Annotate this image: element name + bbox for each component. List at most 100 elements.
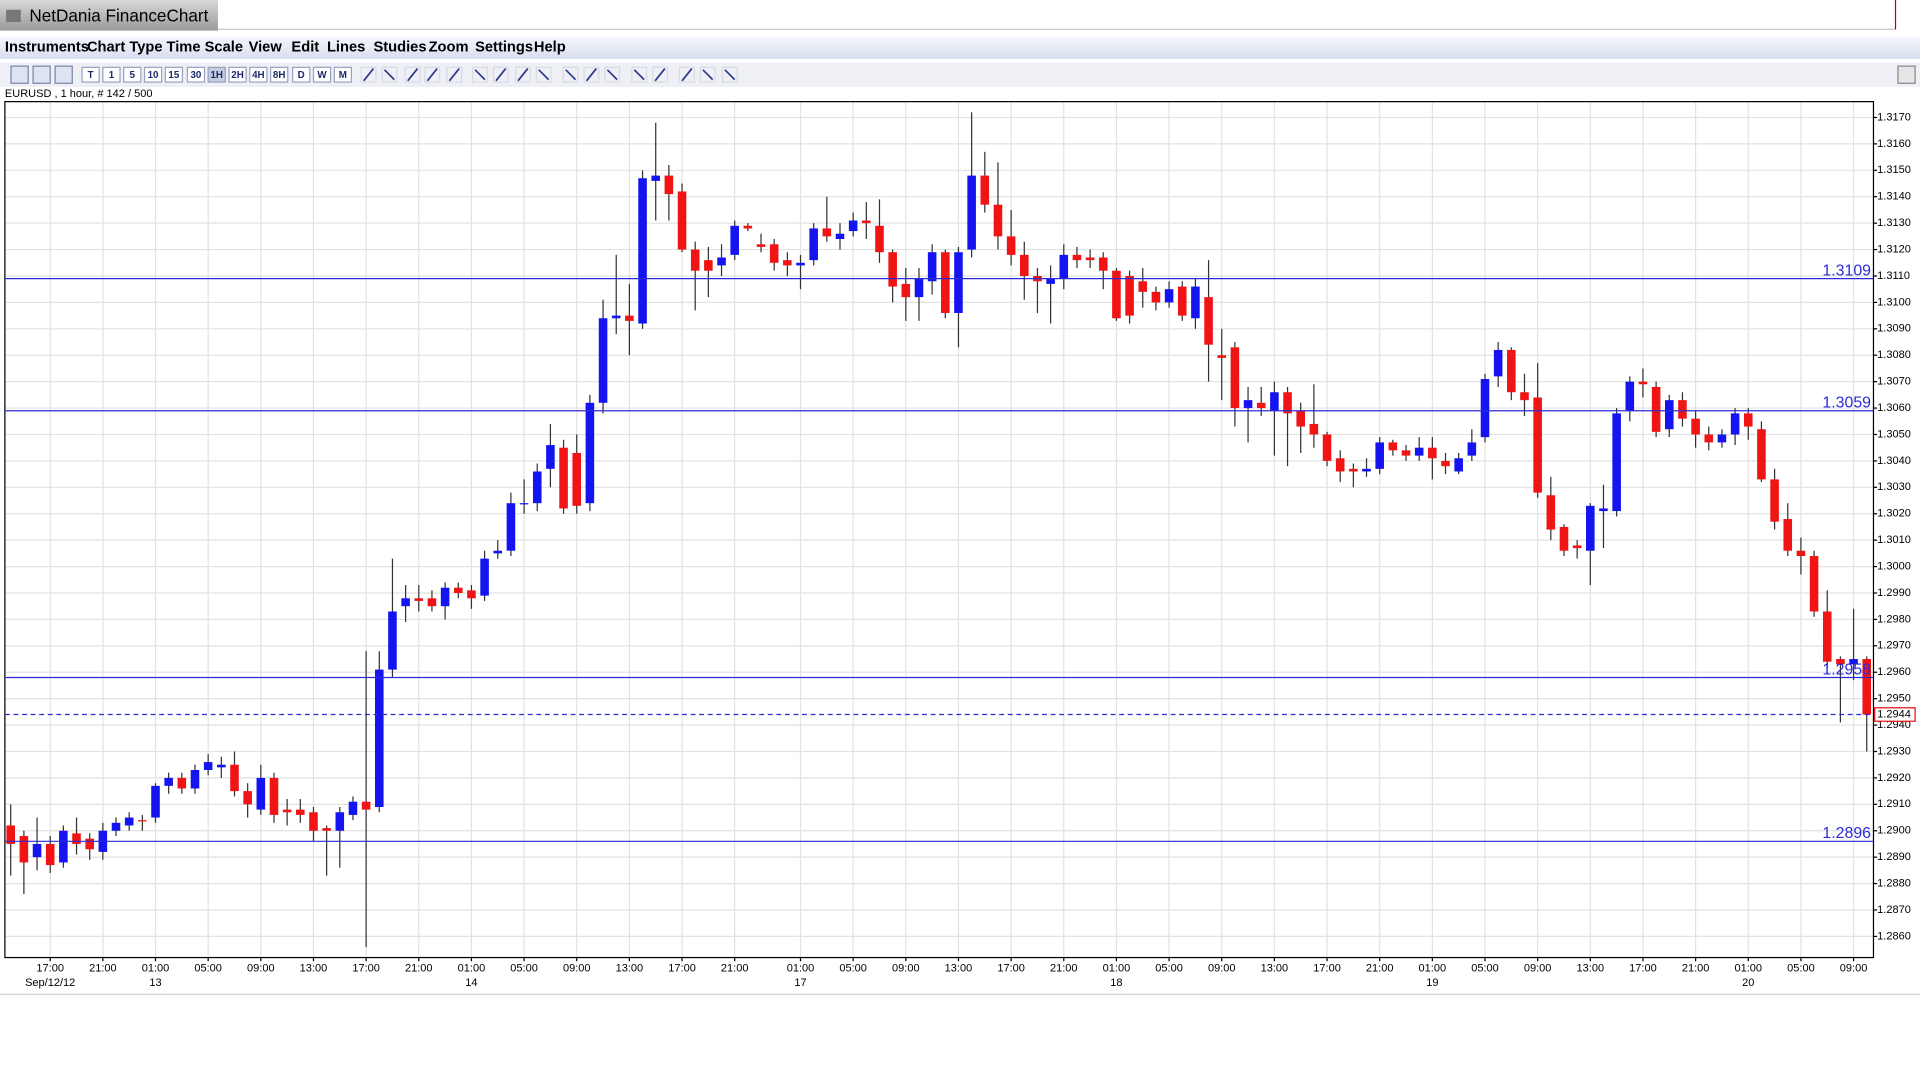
candle-body [453, 587, 463, 593]
toolbar-icon[interactable] [360, 66, 377, 83]
toolbar-button-label[interactable]: M [339, 70, 347, 81]
candle-body [835, 233, 845, 240]
toolbar-icon[interactable] [404, 66, 421, 83]
y-tick-label: 1.2950 [1877, 693, 1911, 705]
candle-body [1335, 458, 1345, 472]
y-tick-label: 1.2960 [1877, 666, 1911, 678]
candle-body [190, 769, 200, 789]
candle-body [1730, 413, 1740, 435]
toolbar-button[interactable] [228, 66, 247, 83]
toolbar-button-label[interactable]: 5 [130, 70, 136, 81]
toolbar-icon[interactable] [514, 66, 531, 83]
toolbar-button[interactable] [143, 66, 163, 83]
y-tick-label: 1.3140 [1877, 191, 1911, 203]
toolbar-button-label[interactable]: W [317, 70, 327, 81]
candle-body [611, 315, 621, 319]
toolbar-button[interactable] [292, 66, 311, 83]
menu-item[interactable]: Edit [291, 40, 319, 56]
y-tick-label: 1.2970 [1877, 640, 1911, 652]
toolbar-button-label[interactable]: 1H [210, 70, 223, 81]
menu-item[interactable]: View [249, 40, 283, 56]
toolbar-button-label[interactable]: 2H [231, 70, 244, 81]
candle-body [177, 777, 187, 789]
toolbar-icon[interactable] [604, 66, 621, 83]
candle-body [401, 598, 410, 607]
toolbar-icon[interactable] [652, 66, 668, 83]
toolbar-button-label[interactable]: 8H [273, 70, 286, 81]
menu-item[interactable]: Instruments [5, 40, 89, 56]
x-tick-label: 13:00 [300, 962, 328, 974]
y-tick-label: 1.3080 [1877, 349, 1911, 361]
toolbar-icon[interactable] [583, 66, 600, 83]
candle-body [1480, 379, 1490, 438]
toolbar-icon[interactable] [492, 66, 509, 83]
toolbar-button-label[interactable]: 15 [168, 70, 179, 81]
candle-body [809, 228, 818, 261]
candle-body [651, 175, 660, 181]
toolbar-button[interactable] [164, 66, 184, 83]
toolbar-button[interactable] [270, 66, 289, 83]
candle-body [388, 611, 397, 670]
toolbar-icon[interactable] [424, 66, 441, 83]
candle-body [243, 791, 252, 805]
x-tick-label: 13:00 [945, 962, 973, 974]
toolbar-icon[interactable] [562, 66, 579, 83]
toolbar-icon[interactable] [472, 66, 488, 83]
toolbar-button[interactable] [312, 66, 332, 83]
candle-body [375, 669, 384, 807]
candle-body [1191, 286, 1200, 319]
candle-body [1743, 413, 1753, 427]
menu-item[interactable]: Lines [327, 40, 365, 56]
toolbar-button-label[interactable]: T [88, 70, 94, 81]
candle-body [1493, 349, 1503, 377]
toolbar-icon[interactable] [10, 65, 29, 84]
candle-body [85, 838, 94, 850]
toolbar-button-label[interactable]: D [298, 70, 305, 81]
candle-body [217, 764, 226, 768]
menu-item[interactable]: Settings [475, 40, 533, 56]
menu-item[interactable]: Chart Type [87, 40, 163, 56]
x-tick-label: 21:00 [405, 962, 433, 974]
y-tick-label: 1.2870 [1877, 904, 1911, 916]
candle-body [1770, 479, 1779, 522]
toolbar-button[interactable] [333, 66, 353, 83]
y-tick-label: 1.2910 [1877, 798, 1911, 810]
x-tick-label: 01:00 [1734, 962, 1762, 974]
toolbar-icon[interactable] [381, 66, 398, 83]
toolbar-icon[interactable] [54, 65, 73, 84]
menu-item[interactable]: Time Scale [167, 40, 243, 56]
x-date-label: 19 [1426, 977, 1438, 989]
candle-body [519, 503, 529, 505]
candle-body [1217, 355, 1227, 358]
x-tick-label: 05:00 [194, 962, 222, 974]
toolbar-button-label[interactable]: 10 [148, 70, 159, 81]
toolbar-icon[interactable] [535, 66, 552, 83]
candle-body [1783, 519, 1793, 551]
toolbar-icon[interactable] [446, 66, 463, 83]
candle-body [1151, 291, 1161, 303]
toolbar-icon[interactable] [32, 65, 51, 84]
candle-body [72, 833, 81, 844]
toolbar-button-label[interactable]: 1 [109, 70, 115, 81]
y-tick-label: 1.3040 [1877, 455, 1911, 467]
candle-body [1757, 429, 1766, 480]
menu-item[interactable]: Studies [373, 40, 426, 56]
toolbar-glyph [633, 69, 645, 81]
toolbar-end-button[interactable] [1897, 65, 1916, 84]
toolbar-icon[interactable] [631, 66, 648, 83]
toolbar-button-label[interactable]: 4H [252, 70, 265, 81]
toolbar-button[interactable] [123, 66, 142, 83]
toolbar-button[interactable] [102, 66, 121, 83]
candle-body [927, 252, 937, 282]
toolbar-icon[interactable] [699, 66, 716, 83]
toolbar-icon[interactable] [721, 66, 738, 83]
toolbar-glyph [448, 68, 460, 82]
toolbar-button[interactable] [81, 66, 100, 83]
menu-item[interactable]: Zoom [429, 40, 469, 56]
toolbar-button[interactable] [207, 66, 226, 83]
toolbar-button[interactable] [186, 66, 206, 83]
menu-item[interactable]: Help [534, 40, 566, 56]
toolbar-icon[interactable] [678, 66, 695, 83]
toolbar-button-label[interactable]: 30 [190, 70, 201, 81]
toolbar-button[interactable] [249, 66, 268, 83]
